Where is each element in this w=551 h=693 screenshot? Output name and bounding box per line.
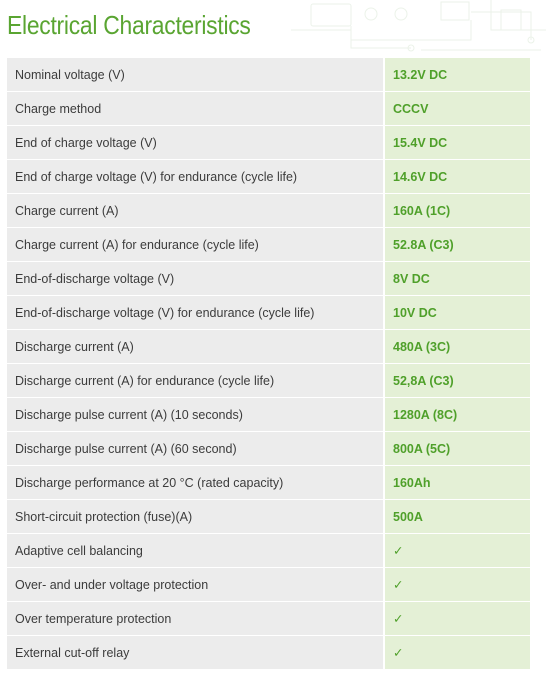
spec-label: End-of-discharge voltage (V) for enduran… — [7, 296, 385, 330]
spec-label: Over- and under voltage protection — [7, 568, 385, 602]
spec-label: End of charge voltage (V) — [7, 126, 385, 160]
spec-value: 52,8A (C3) — [385, 364, 530, 398]
spec-value: 10V DC — [385, 296, 530, 330]
spec-row: Over- and under voltage protection ✓ — [7, 568, 530, 602]
checkmark-icon: ✓ — [385, 534, 530, 568]
checkmark-icon: ✓ — [385, 568, 530, 602]
spec-label: Short-circuit protection (fuse)(A) — [7, 500, 385, 534]
spec-row: End of charge voltage (V) for endurance … — [7, 160, 530, 194]
page-title: Electrical Characteristics — [7, 10, 251, 40]
spec-label: End of charge voltage (V) for endurance … — [7, 160, 385, 194]
spec-row: Nominal voltage (V) 13.2V DC — [7, 58, 530, 92]
spec-value: 800A (5C) — [385, 432, 530, 466]
spec-row: Discharge current (A) 480A (3C) — [7, 330, 530, 364]
spec-value: 8V DC — [385, 262, 530, 296]
spec-value: 1280A (8C) — [385, 398, 530, 432]
spec-value: 13.2V DC — [385, 58, 530, 92]
spec-value: 15.4V DC — [385, 126, 530, 160]
spec-label: End-of-discharge voltage (V) — [7, 262, 385, 296]
spec-label: Adaptive cell balancing — [7, 534, 385, 568]
spec-row: Discharge pulse current (A) (10 seconds)… — [7, 398, 530, 432]
spec-row: Adaptive cell balancing ✓ — [7, 534, 530, 568]
circuit-background-graphic — [291, 0, 546, 52]
spec-row: Charge current (A) for endurance (cycle … — [7, 228, 530, 262]
checkmark-icon: ✓ — [385, 602, 530, 636]
spec-row: Charge method CCCV — [7, 92, 530, 126]
spec-value: 500A — [385, 500, 530, 534]
spec-row: External cut-off relay ✓ — [7, 636, 530, 670]
spec-row: Short-circuit protection (fuse)(A) 500A — [7, 500, 530, 534]
electrical-characteristics-table: Nominal voltage (V) 13.2V DC Charge method… — [7, 58, 530, 670]
spec-label: Charge method — [7, 92, 385, 126]
spec-label: Discharge pulse current (A) (10 seconds) — [7, 398, 385, 432]
spec-label: Nominal voltage (V) — [7, 58, 385, 92]
checkmark-icon: ✓ — [385, 636, 530, 670]
spec-value: 480A (3C) — [385, 330, 530, 364]
spec-value: 52.8A (C3) — [385, 228, 530, 262]
spec-label: Discharge pulse current (A) (60 second) — [7, 432, 385, 466]
spec-label: External cut-off relay — [7, 636, 385, 670]
spec-row: Discharge performance at 20 °C (rated ca… — [7, 466, 530, 500]
spec-value: 160Ah — [385, 466, 530, 500]
spec-label: Discharge current (A) — [7, 330, 385, 364]
spec-label: Discharge performance at 20 °C (rated ca… — [7, 466, 385, 500]
spec-row: Discharge current (A) for endurance (cyc… — [7, 364, 530, 398]
spec-value: 160A (1C) — [385, 194, 530, 228]
spec-row: Discharge pulse current (A) (60 second) 8… — [7, 432, 530, 466]
spec-row: End-of-discharge voltage (V) for enduran… — [7, 296, 530, 330]
spec-row: Charge current (A) 160A (1C) — [7, 194, 530, 228]
spec-row: Over temperature protection ✓ — [7, 602, 530, 636]
spec-label: Charge current (A) — [7, 194, 385, 228]
spec-value: CCCV — [385, 92, 530, 126]
spec-label: Discharge current (A) for endurance (cyc… — [7, 364, 385, 398]
spec-row: End-of-discharge voltage (V) 8V DC — [7, 262, 530, 296]
spec-label: Charge current (A) for endurance (cycle … — [7, 228, 385, 262]
spec-label: Over temperature protection — [7, 602, 385, 636]
spec-value: 14.6V DC — [385, 160, 530, 194]
spec-table-body: Nominal voltage (V) 13.2V DC Charge method… — [7, 58, 530, 670]
spec-row: End of charge voltage (V) 15.4V DC — [7, 126, 530, 160]
